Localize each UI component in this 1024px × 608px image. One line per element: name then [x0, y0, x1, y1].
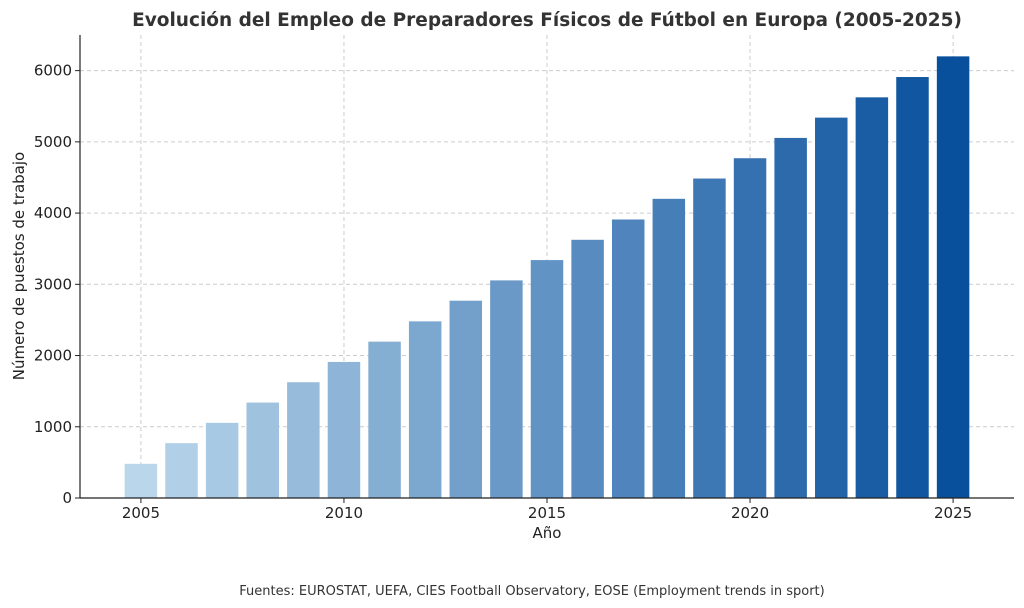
x-tick-label: 2020 [731, 504, 769, 522]
bar-2007 [205, 422, 239, 498]
source-note: Fuentes: EUROSTAT, UEFA, CIES Football O… [239, 584, 824, 599]
bar-2018 [652, 198, 686, 499]
x-tick-label: 2015 [528, 504, 566, 522]
bar-2009 [287, 382, 320, 498]
y-tick-label: 1000 [34, 418, 72, 436]
bar-2010 [327, 361, 361, 498]
y-axis-label: Número de puestos de trabajo [10, 152, 28, 380]
y-tick-label: 5000 [34, 133, 72, 151]
bar-2005 [124, 463, 158, 498]
ticks-layer: 0 1000 2000 3000 4000 5000 6000 2005 2010 2015 202… [34, 62, 972, 522]
y-tick-label: 4000 [34, 204, 72, 222]
bar-2015 [530, 260, 564, 498]
x-tick-label: 2005 [122, 504, 160, 522]
chart-title: Evolución del Empleo de Preparadores Fís… [132, 10, 962, 31]
x-tick-label: 2025 [934, 504, 972, 522]
bar-2012 [408, 321, 442, 498]
y-tick-label: 2000 [34, 347, 72, 365]
y-tick-label: 6000 [34, 62, 72, 80]
bar-2022 [815, 117, 848, 499]
bar-2021 [774, 137, 807, 498]
bars-layer [124, 56, 970, 499]
bar-2006 [165, 443, 198, 498]
y-tick-label: 0 [62, 489, 72, 507]
bar-2019 [693, 178, 726, 498]
y-tick-label: 3000 [34, 275, 72, 293]
bar-2013 [449, 300, 483, 498]
x-tick-label: 2010 [325, 504, 363, 522]
bar-2023 [855, 97, 889, 499]
bar-2020 [733, 158, 767, 498]
bar-2025 [936, 56, 970, 498]
bar-2008 [246, 402, 279, 498]
bar-2017 [611, 219, 645, 499]
bar-2011 [368, 341, 401, 498]
x-axis-label: Año [533, 524, 562, 542]
bar-2014 [490, 280, 523, 498]
bar-2016 [571, 239, 604, 499]
bar-2024 [896, 77, 929, 498]
